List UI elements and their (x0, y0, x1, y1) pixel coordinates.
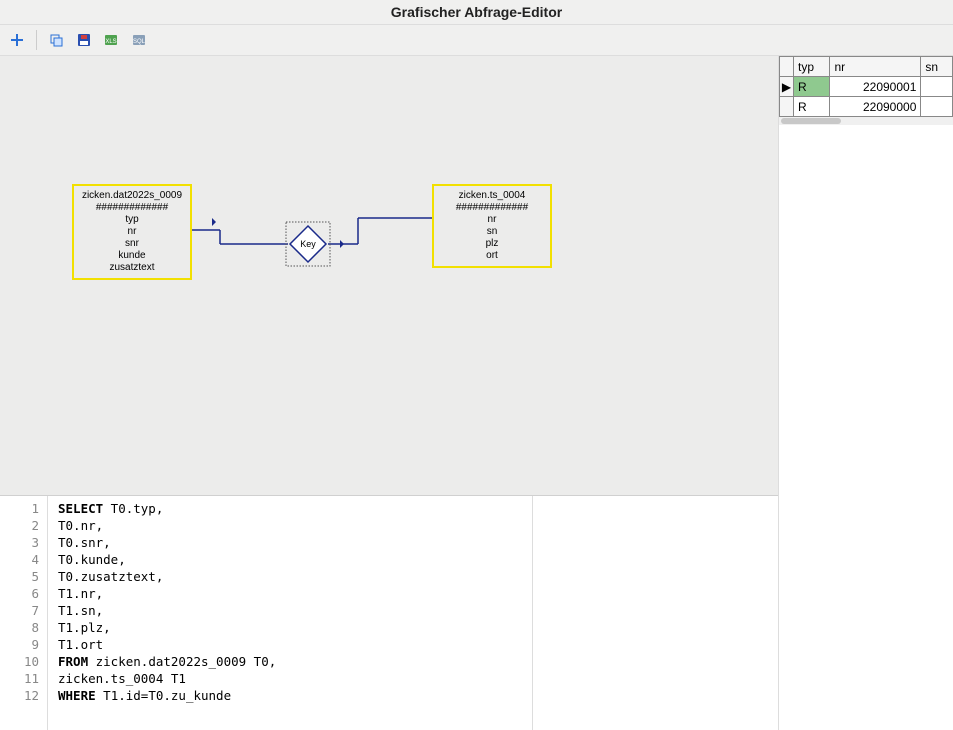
results-table[interactable]: typnrsn▶R22090001R22090000 (779, 56, 953, 117)
results-scrollbar[interactable] (779, 117, 953, 125)
table-node[interactable]: zicken.ts_0004#############nrsnplzort (432, 184, 552, 268)
sql-gutter: 123456789101112 (0, 496, 48, 730)
sql-editor: 123456789101112 SELECT T0.typ,T0.nr,T0.s… (0, 495, 778, 730)
toolbar: XLS SQL (0, 24, 953, 56)
export-xls-icon[interactable]: XLS (101, 29, 123, 51)
svg-text:SQL: SQL (133, 39, 146, 45)
key-node[interactable]: Key (288, 224, 328, 264)
results-col-header[interactable]: typ (794, 57, 830, 77)
save-icon[interactable] (73, 29, 95, 51)
add-icon[interactable] (6, 29, 28, 51)
export-sql-icon[interactable]: SQL (129, 29, 151, 51)
table-node[interactable]: zicken.dat2022s_0009#############typnrsn… (72, 184, 192, 280)
diagram-canvas[interactable]: Key zicken.dat2022s_0009#############typn… (0, 56, 778, 495)
window-title: Grafischer Abfrage-Editor (0, 0, 953, 24)
table-row[interactable]: R22090000 (780, 97, 953, 117)
svg-text:XLS: XLS (105, 39, 116, 45)
results-col-header[interactable]: nr (830, 57, 921, 77)
results-panel: typnrsn▶R22090001R22090000 (778, 56, 953, 730)
sql-code[interactable]: SELECT T0.typ,T0.nr,T0.snr,T0.kunde,T0.z… (48, 496, 533, 730)
table-row[interactable]: ▶R22090001 (780, 77, 953, 97)
toolbar-separator (36, 30, 37, 50)
sql-side-blank (533, 496, 778, 730)
results-col-header[interactable]: sn (921, 57, 953, 77)
copy-icon[interactable] (45, 29, 67, 51)
